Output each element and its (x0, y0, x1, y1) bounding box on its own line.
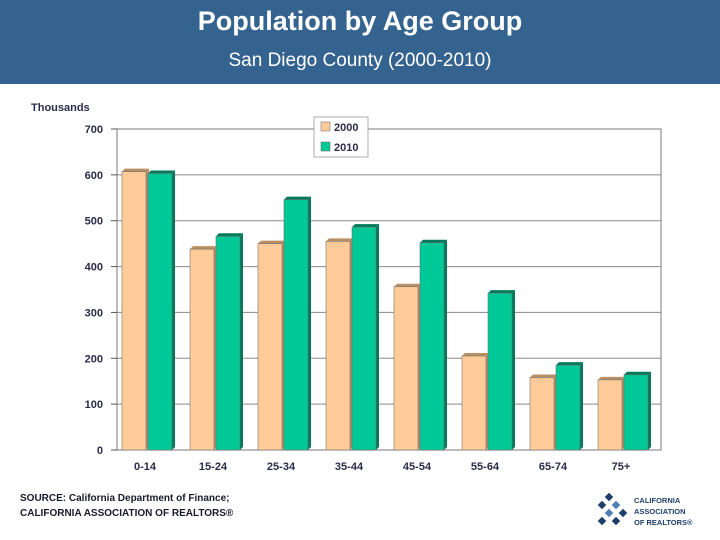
bar-top (190, 246, 217, 250)
x-tick-label: 45-54 (403, 461, 432, 473)
source-line-2: CALIFORNIA ASSOCIATION OF REALTORS® (20, 508, 234, 519)
x-axis-labels: 0-14 15-24 25-34 35-44 45-54 55-64 65-74 75+ (134, 461, 630, 473)
logo-line-3: OF REALTORS® (634, 518, 693, 527)
legend-swatch-2010 (320, 141, 331, 152)
bar-2000-55-64 (461, 355, 487, 451)
bar-shadow (376, 224, 379, 450)
bar-shadow (512, 290, 515, 450)
bar-top (420, 239, 447, 243)
bar-top (394, 283, 421, 287)
legend-label-2010: 2010 (334, 142, 358, 154)
bar-2010-15-24 (215, 236, 241, 451)
bar-2000-45-54 (393, 286, 419, 451)
source-line-1: SOURCE: California Department of Finance… (20, 493, 230, 504)
y-tick-label: 500 (85, 216, 103, 228)
bar-top (530, 374, 557, 378)
page-subtitle: San Diego County (2000-2010) (228, 50, 492, 71)
bar-2000-35-44 (325, 241, 351, 451)
bar-shadow (580, 362, 583, 450)
bar-shadow (172, 170, 175, 450)
plot-frame (116, 128, 662, 451)
bar-shadow (240, 233, 243, 450)
header-bar: Population by Age Group San Diego County… (0, 0, 720, 84)
bar-2010-55-64 (487, 292, 513, 451)
x-tick-label: 55-64 (471, 461, 500, 473)
x-tick-label: 65-74 (539, 461, 568, 473)
bar-2010-0-14 (147, 173, 173, 451)
bar-2000-65-74 (529, 377, 555, 451)
y-tick-label: 600 (85, 170, 103, 182)
bar-2000-75+ (597, 379, 623, 451)
bar-top (216, 233, 243, 237)
page-title: Population by Age Group (197, 6, 523, 36)
bar-shadow (308, 196, 311, 450)
bar-shadow (444, 239, 447, 450)
bars (121, 168, 651, 451)
bar-shadow (648, 371, 651, 450)
bar-top (326, 238, 353, 242)
y-axis-ticks: 0 100 200 300 400 500 600 700 (85, 124, 117, 457)
x-tick-label: 0-14 (134, 461, 157, 473)
logo-line-2: ASSOCIATION (634, 507, 686, 516)
bar-top (258, 240, 285, 244)
bar-2010-35-44 (351, 226, 377, 451)
bar-2010-65-74 (555, 364, 581, 451)
bar-top (148, 170, 175, 174)
legend: 2000 2010 (313, 116, 369, 158)
bar-chart: Thousands 0 100 200 300 400 500 600 700 0-14 15-… (31, 102, 662, 473)
bar-top (122, 168, 149, 172)
legend-label-2000: 2000 (334, 122, 358, 134)
bar-2010-25-34 (283, 199, 309, 451)
bar-top (598, 376, 625, 380)
x-tick-label: 15-24 (199, 461, 228, 473)
bar-top (462, 352, 489, 356)
y-tick-label: 200 (85, 353, 103, 365)
logo-line-1: CALIFORNIA (634, 496, 681, 505)
bar-top (624, 371, 651, 375)
y-tick-label: 400 (85, 262, 103, 274)
y-axis-label: Thousands (31, 102, 90, 114)
x-tick-label: 35-44 (335, 461, 364, 473)
car-logo-mark (597, 492, 628, 526)
y-tick-label: 0 (97, 445, 103, 457)
bar-2010-45-54 (419, 242, 445, 451)
bar-top (284, 196, 311, 200)
y-tick-label: 100 (85, 399, 103, 411)
bar-top (556, 362, 583, 366)
source-note: SOURCE: California Department of Finance… (20, 491, 233, 521)
y-tick-label: 300 (85, 307, 103, 319)
bar-2000-0-14 (121, 171, 147, 451)
bar-2000-25-34 (257, 243, 283, 451)
x-tick-label: 25-34 (267, 461, 296, 473)
x-tick-label: 75+ (612, 461, 631, 473)
y-tick-label: 700 (85, 124, 103, 136)
bar-top (352, 224, 379, 228)
car-logo: CALIFORNIA ASSOCIATION OF REALTORS® (597, 492, 693, 527)
bar-2010-75+ (623, 374, 649, 451)
bar-top (488, 290, 515, 294)
bar-2000-15-24 (189, 248, 215, 451)
legend-swatch-2000 (320, 121, 331, 132)
